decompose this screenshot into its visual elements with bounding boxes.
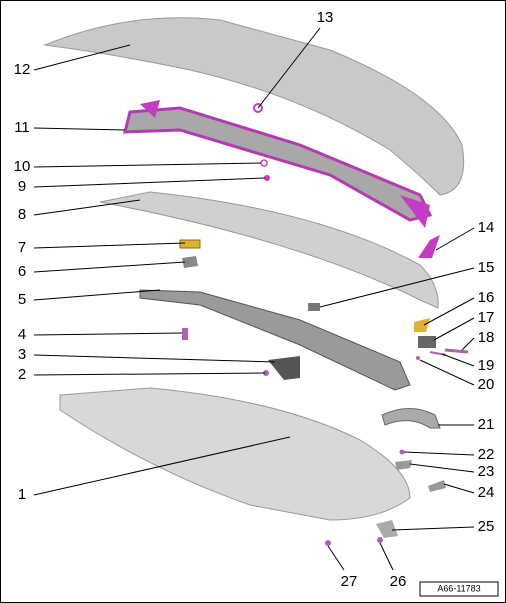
bolt — [182, 328, 188, 340]
pad — [308, 303, 320, 311]
part-18 — [444, 348, 469, 354]
callout-label: 7 — [18, 239, 26, 256]
callout-label: 8 — [18, 206, 26, 223]
nut — [263, 370, 269, 376]
cover-panel — [99, 191, 439, 309]
leader-line — [409, 463, 475, 473]
leader-line — [257, 27, 321, 109]
leader-line — [33, 127, 126, 131]
underside-panel — [59, 387, 411, 521]
spoiler — [43, 17, 465, 196]
callout-label: 10 — [14, 158, 31, 175]
part-25 — [376, 520, 398, 538]
part-26 — [377, 537, 383, 543]
callout-label: 2 — [18, 366, 26, 383]
leader-line — [33, 242, 186, 249]
callout-label: 25 — [478, 518, 495, 535]
leader-line — [391, 526, 475, 531]
leader-line — [33, 436, 291, 496]
clip-14 — [418, 235, 440, 258]
callout-label: 4 — [18, 326, 26, 343]
callout-label: 21 — [478, 416, 495, 433]
crossmember — [139, 289, 411, 391]
callout-label: 22 — [478, 446, 495, 463]
part-17 — [418, 336, 436, 348]
callout-label: 18 — [478, 329, 495, 346]
holder — [182, 256, 198, 268]
leader-line — [443, 483, 475, 494]
callout-label: 5 — [18, 291, 26, 308]
leader-line — [33, 44, 131, 71]
leader-line — [33, 354, 276, 363]
callout-label: 15 — [478, 259, 495, 276]
leader-line — [319, 267, 475, 308]
part-20 — [416, 356, 420, 360]
callout-label: 20 — [478, 376, 495, 393]
callout-label: 17 — [478, 309, 495, 326]
callout-label: 24 — [478, 484, 495, 501]
part-22 — [399, 449, 405, 455]
clip — [264, 175, 270, 181]
callout-label: 9 — [18, 178, 26, 195]
leader-line — [435, 227, 475, 251]
leader-line — [33, 162, 262, 168]
callout-label: 14 — [478, 219, 495, 236]
leader-line — [419, 359, 475, 386]
leader-line — [327, 545, 345, 571]
leader-line — [423, 297, 475, 326]
reference: A66-11783 — [437, 583, 480, 593]
part-16 — [414, 318, 430, 332]
leader-line — [33, 261, 186, 273]
leader-line — [379, 542, 394, 571]
part-23 — [395, 460, 412, 470]
callout-label: 6 — [18, 263, 26, 280]
callout-label: 27 — [341, 573, 358, 590]
seal — [179, 239, 201, 249]
callout-label: 26 — [390, 573, 407, 590]
leader-line — [441, 353, 475, 367]
callout-label: 13 — [317, 9, 334, 26]
bracket — [268, 356, 300, 380]
callout-label: 16 — [478, 289, 495, 306]
leader-line — [33, 177, 266, 188]
part-27 — [325, 540, 331, 546]
callout-label: 19 — [478, 357, 495, 374]
leader-line — [33, 372, 266, 376]
leader-line — [461, 337, 475, 351]
callout-label: 1 — [18, 486, 26, 503]
leader-line — [33, 332, 183, 336]
callout-label: 12 — [14, 61, 31, 78]
part-24 — [428, 480, 446, 492]
part-21 — [381, 408, 441, 429]
callout-label: 23 — [478, 463, 495, 480]
leader-line — [433, 317, 475, 341]
reference-box — [419, 581, 499, 597]
leader-line — [403, 451, 475, 456]
callout-label: 11 — [14, 119, 30, 136]
grommet — [253, 103, 263, 113]
callout-label: 3 — [18, 346, 26, 363]
leader-line — [33, 289, 161, 301]
leader-line — [33, 199, 141, 216]
